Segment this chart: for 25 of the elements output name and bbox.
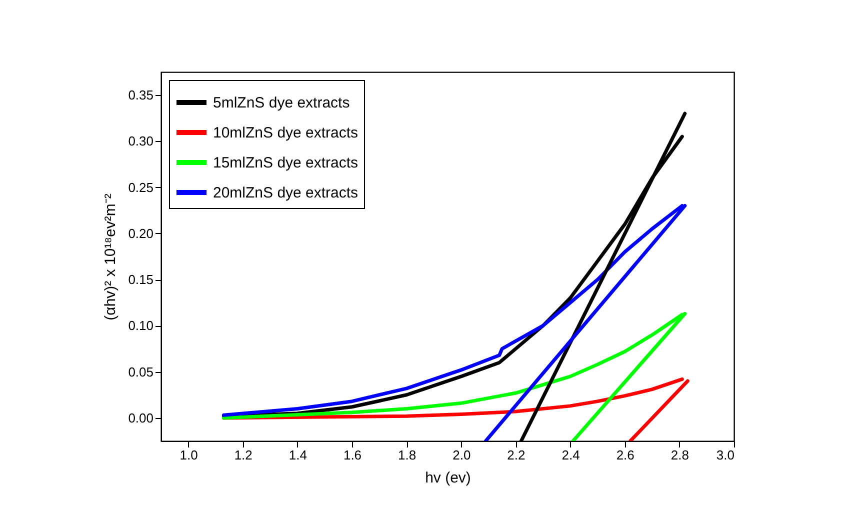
x-tick-label: 1.8: [398, 448, 416, 462]
x-axis-title: hv (ev): [425, 470, 471, 486]
x-tick-label: 2.2: [507, 448, 526, 462]
legend-label: 10mlZnS dye extracts: [213, 124, 358, 142]
y-tick-label: 0.35: [128, 88, 154, 103]
y-tick-label: 0.15: [128, 272, 154, 288]
legend-label: 15mlZnS dye extracts: [213, 154, 358, 172]
legend-label: 20mlZnS dye extracts: [213, 184, 358, 202]
x-tick-label: 2.0: [452, 448, 471, 462]
x-tick-label: 2.8: [670, 448, 689, 462]
y-tick-label: 0.30: [128, 134, 154, 149]
legend-label: 5mlZnS dye extracts: [213, 94, 350, 112]
x-tick-label: 1.2: [234, 448, 252, 462]
x-tick-label: 1.4: [288, 448, 307, 462]
y-tick-label: 0.20: [128, 226, 154, 241]
y-tick-label: 0.05: [128, 364, 154, 380]
y-tick-label: 0.00: [128, 410, 154, 426]
y-axis-title: (αhv)² x 10¹⁸ev²m⁻²: [102, 194, 120, 320]
x-tick-label: 1.0: [180, 448, 198, 462]
x-tick-label: 2.6: [616, 448, 634, 462]
y-tick-label: 0.10: [128, 318, 154, 334]
x-tick-label: 1.6: [343, 448, 362, 462]
x-tick-label: 2.4: [562, 448, 580, 462]
x-tick-label: 3.0: [716, 448, 734, 462]
y-tick-label: 0.25: [128, 180, 154, 195]
